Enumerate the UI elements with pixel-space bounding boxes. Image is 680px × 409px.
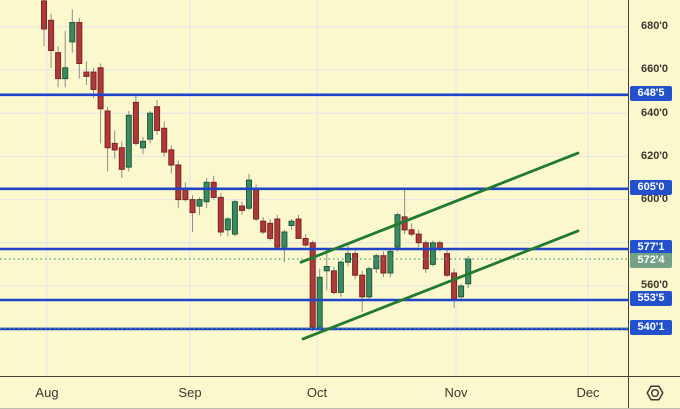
- trend-line-channel-upper[interactable]: [299, 151, 580, 264]
- candle-body: [415, 233, 422, 244]
- candle-body: [345, 253, 351, 263]
- candle-body: [465, 258, 472, 285]
- candle-body: [189, 199, 196, 214]
- candle-body: [168, 149, 175, 166]
- candle-body: [302, 238, 309, 246]
- candle-body: [97, 67, 104, 110]
- axis-vertical-border: [628, 0, 629, 408]
- chart-settings-button[interactable]: [642, 380, 668, 406]
- candle-body: [253, 188, 260, 220]
- last-price-badge: 572'4: [630, 252, 672, 268]
- candle-body: [366, 268, 373, 298]
- price-axis-label: 560'0: [640, 279, 669, 292]
- candle-body: [147, 112, 154, 140]
- candle-body: [295, 218, 302, 239]
- candle-body: [373, 255, 380, 270]
- candle-body: [458, 285, 465, 298]
- candle-body: [118, 147, 125, 170]
- candle-body: [175, 164, 182, 201]
- candle-body: [422, 242, 429, 270]
- candle-body: [352, 253, 359, 276]
- candle-body: [41, 0, 47, 30]
- candle-body: [288, 220, 295, 226]
- candle-body: [451, 272, 458, 300]
- month-label: Aug: [35, 385, 59, 400]
- price-axis[interactable]: 680'0 660'0 640'0 620'0 600'0 560'0 648'5 605'0…: [629, 0, 680, 376]
- candlestick-chart: [0, 0, 628, 376]
- candle-body: [132, 101, 139, 144]
- candle-body: [274, 218, 281, 248]
- candle-body: [330, 270, 337, 293]
- candle-body: [408, 229, 415, 235]
- candle-body: [154, 106, 161, 131]
- candle-body: [217, 196, 224, 233]
- candle-body: [140, 140, 146, 149]
- price-axis-label: 640'0: [640, 106, 669, 119]
- candle-body: [69, 22, 76, 43]
- price-level-badge[interactable]: 648'5: [630, 85, 672, 101]
- candle-body: [90, 71, 97, 90]
- candle-body: [444, 253, 450, 276]
- candle-body: [83, 71, 90, 77]
- month-label: Nov: [444, 385, 468, 400]
- candle-body: [260, 220, 267, 233]
- candle-body: [182, 188, 189, 201]
- price-axis-label: 620'0: [640, 149, 669, 162]
- candle-body: [48, 19, 55, 51]
- candle-body: [309, 242, 316, 328]
- candle-body: [104, 110, 111, 149]
- candle-body: [62, 67, 69, 80]
- candle-body: [429, 242, 436, 265]
- candle-body: [111, 142, 118, 151]
- candle-body: [76, 22, 83, 64]
- candle-body: [394, 214, 401, 248]
- trend-line-channel-lower[interactable]: [301, 229, 580, 341]
- candle-body: [359, 274, 366, 298]
- price-axis-label: 660'0: [640, 63, 669, 76]
- candle-body: [196, 199, 203, 207]
- plot-area[interactable]: [0, 0, 628, 376]
- candle-body: [323, 266, 330, 272]
- time-axis[interactable]: Aug Sep Oct Nov Dec: [0, 377, 680, 408]
- candle-body: [203, 181, 210, 203]
- price-level-badge[interactable]: 577'1: [630, 239, 672, 255]
- candle-body: [125, 114, 132, 168]
- price-level-badge[interactable]: 605'0: [630, 179, 672, 195]
- price-level-badge[interactable]: 540'1: [630, 319, 672, 335]
- level-lines-layer: [0, 93, 628, 341]
- candle-body: [267, 222, 274, 239]
- candle-body: [239, 205, 245, 211]
- candle-body: [380, 255, 387, 274]
- candle-body: [231, 201, 238, 235]
- candle-body: [387, 250, 394, 274]
- candle-body: [161, 127, 168, 153]
- candle-body: [246, 179, 252, 209]
- axis-horizontal-border: [0, 376, 680, 377]
- month-label: Oct: [306, 385, 328, 400]
- candle-body: [337, 261, 344, 293]
- candles-layer: [41, 0, 472, 332]
- settings-nut-icon: [645, 385, 664, 401]
- month-label: Dec: [576, 385, 600, 400]
- candle-body: [281, 231, 288, 248]
- price-level-badge[interactable]: 553'5: [630, 291, 672, 307]
- month-label: Sep: [178, 385, 202, 400]
- axis-corner: [629, 377, 680, 408]
- price-axis-label: 600'0: [640, 193, 669, 206]
- candle-body: [224, 218, 231, 231]
- price-axis-label: 680'0: [640, 20, 669, 33]
- candle-body: [55, 52, 62, 80]
- candle-body: [316, 276, 323, 328]
